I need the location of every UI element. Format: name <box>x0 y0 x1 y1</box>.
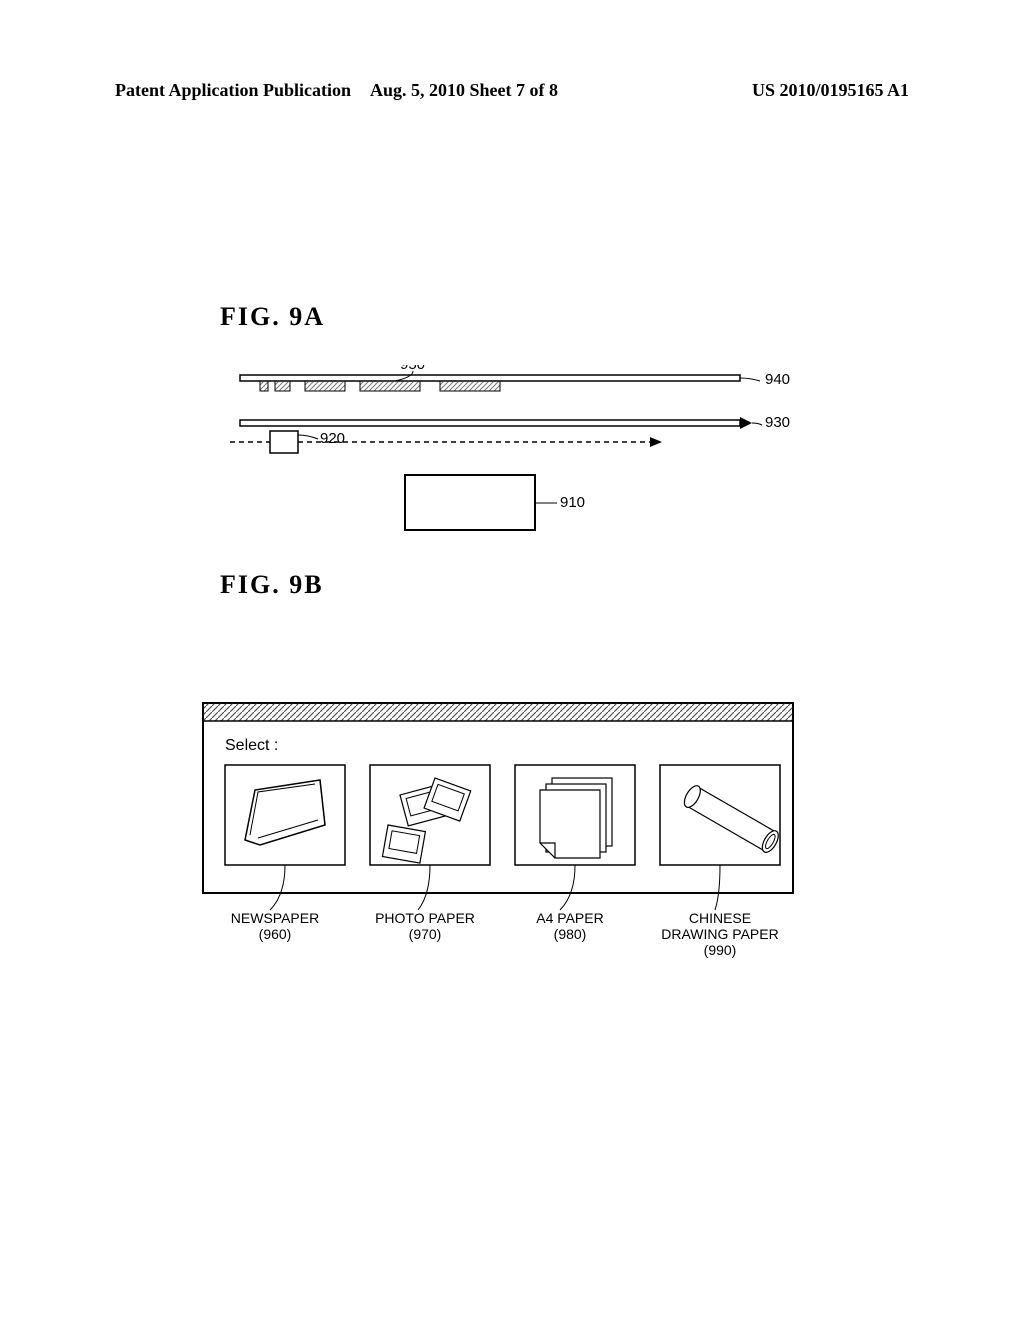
figure-9b-label: FIG. 9B <box>220 570 324 600</box>
option-chinese-drawing-paper[interactable] <box>660 765 781 865</box>
ref-930: 930 <box>765 414 790 431</box>
figure-9b: Select : <box>200 700 800 960</box>
select-label: Select : <box>225 737 278 754</box>
figure-9a: 950 940 930 920 910 <box>230 365 790 545</box>
caption-newspaper: NEWSPAPER (960) <box>210 910 340 942</box>
header-right: US 2010/0195165 A1 <box>752 80 909 101</box>
ref-940: 940 <box>765 371 790 388</box>
header-center: Aug. 5, 2010 Sheet 7 of 8 <box>370 80 558 101</box>
caption-photo-paper: PHOTO PAPER (970) <box>360 910 490 942</box>
option-newspaper[interactable] <box>225 765 345 865</box>
option-a4-paper[interactable] <box>515 765 635 865</box>
ref-910: 910 <box>560 494 585 511</box>
header-left: Patent Application Publication <box>115 80 351 101</box>
patent-page: Patent Application Publication Aug. 5, 2… <box>0 0 1024 1320</box>
ref-920: 920 <box>320 430 345 447</box>
figure-9a-label: FIG. 9A <box>220 302 325 332</box>
figure-9a-svg: 950 940 930 920 910 <box>230 365 790 545</box>
caption-chinese-drawing-paper: CHINESE DRAWING PAPER (990) <box>650 910 790 958</box>
option-photo-paper[interactable] <box>370 765 490 865</box>
caption-a4-paper: A4 PAPER (980) <box>505 910 635 942</box>
